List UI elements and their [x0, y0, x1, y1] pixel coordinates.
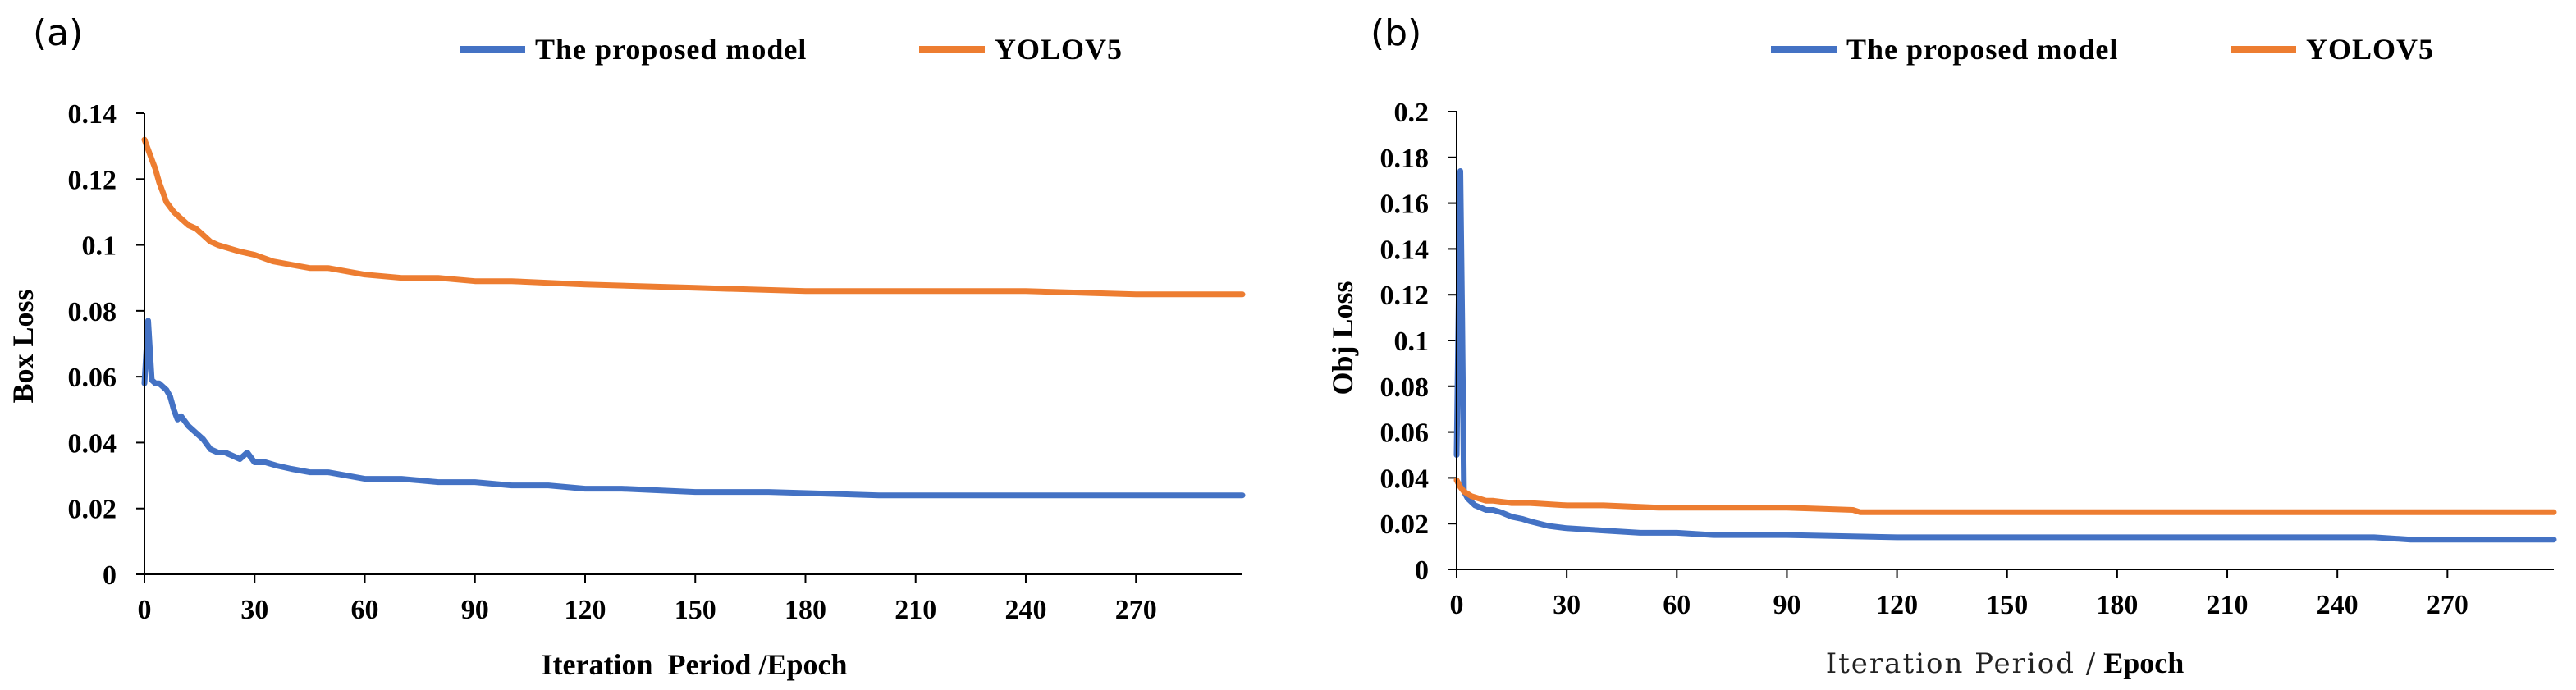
legend-label-proposed-a: The proposed model — [535, 33, 807, 66]
y-tick-label: 0.08 — [68, 297, 117, 327]
legend-label-proposed-b: The proposed model — [1846, 33, 2118, 66]
panel-label-a: (a) — [33, 12, 83, 54]
x-tick-label: 150 — [675, 595, 716, 625]
x-tick-label: 0 — [138, 595, 152, 625]
series-line-yolo-b — [1453, 477, 2557, 515]
x-tick-label: 180 — [2096, 590, 2138, 620]
y-tick-label: 0.14 — [1380, 235, 1430, 265]
panel-a: (a) The proposed model YOLOV5 00.020.040… — [7, 12, 1246, 681]
y-tick-label: 0.04 — [1380, 464, 1430, 494]
y-tick-label: 0.1 — [82, 231, 117, 262]
x-axis-title-b-part2: Epoch — [2103, 647, 2184, 679]
y-tick-label: 0.04 — [68, 428, 117, 459]
x-tick-label: 120 — [564, 595, 606, 625]
y-axis-title-a: Box Loss — [7, 289, 39, 403]
x-tick-label: 0 — [1450, 590, 1464, 620]
y-tick-label: 0.12 — [68, 165, 117, 195]
y-tick-label: 0.1 — [1394, 327, 1430, 357]
x-tick-label: 270 — [2427, 590, 2468, 620]
y-tick-label: 0.02 — [1380, 510, 1430, 540]
x-tick-label: 30 — [1553, 590, 1581, 620]
y-tick-label: 0 — [103, 560, 117, 591]
x-tick-label: 90 — [1773, 590, 1800, 620]
x-axis-title-b-part1: Iteration Period / — [1826, 647, 2098, 680]
x-axis-title-b: Iteration Period / Epoch — [1826, 647, 2185, 680]
y-axis-ticks-b: 0 0.02 0.04 0.06 0.08 0.1 0.12 0.14 0.16 0.18 0.2 — [1380, 98, 1457, 586]
panel-label-b: (b) — [1370, 12, 1421, 54]
panel-b: (b) The proposed model YOLOV5 00.020.040… — [1326, 12, 2557, 680]
x-tick-label: 90 — [461, 595, 489, 625]
x-axis-ticks-a: 0 30 60 90 120 150 180 210 240 270 — [138, 574, 1157, 625]
y-tick-label: 0.14 — [68, 99, 117, 130]
x-tick-label: 240 — [1004, 595, 1046, 625]
x-tick-label: 210 — [895, 595, 936, 625]
y-tick-label: 0 — [1415, 555, 1429, 586]
y-tick-label: 0.08 — [1380, 372, 1430, 403]
x-axis-title-a: Iteration Period /Epoch — [542, 648, 848, 681]
y-tick-label: 0.06 — [1380, 418, 1430, 449]
series-line-proposed-b — [1453, 168, 2557, 543]
x-tick-label: 270 — [1115, 595, 1157, 625]
x-tick-label: 240 — [2317, 590, 2359, 620]
y-tick-label: 0.2 — [1394, 98, 1430, 128]
x-tick-label: 30 — [240, 595, 268, 625]
x-tick-label: 150 — [1986, 590, 2028, 620]
series-line-proposed-a — [141, 318, 1246, 499]
x-tick-label: 120 — [1876, 590, 1918, 620]
y-tick-label: 0.02 — [68, 495, 117, 525]
y-tick-label: 0.12 — [1380, 281, 1430, 311]
y-axis-title-b: Obj Loss — [1326, 281, 1359, 395]
y-tick-label: 0.18 — [1380, 144, 1430, 174]
series-group-a — [141, 136, 1246, 499]
legend-b: The proposed model YOLOV5 — [1771, 33, 2434, 66]
x-tick-label: 60 — [350, 595, 378, 625]
series-line-yolo-a — [141, 136, 1246, 298]
legend-a: The proposed model YOLOV5 — [460, 33, 1123, 66]
legend-label-yolo-b: YOLOV5 — [2306, 33, 2434, 66]
y-tick-label: 0.06 — [68, 363, 117, 393]
series-group-b — [1453, 168, 2557, 543]
legend-label-yolo-a: YOLOV5 — [995, 33, 1123, 66]
x-tick-label: 60 — [1663, 590, 1691, 620]
x-tick-label: 180 — [785, 595, 826, 625]
y-axis-ticks-a: 0 0.02 0.04 0.06 0.08 0.1 0.12 0.14 — [68, 99, 144, 591]
x-axis-ticks-b: 0 30 60 90 120 150 180 210 240 270 — [1450, 569, 2468, 620]
y-tick-label: 0.16 — [1380, 190, 1430, 220]
x-tick-label: 210 — [2207, 590, 2249, 620]
